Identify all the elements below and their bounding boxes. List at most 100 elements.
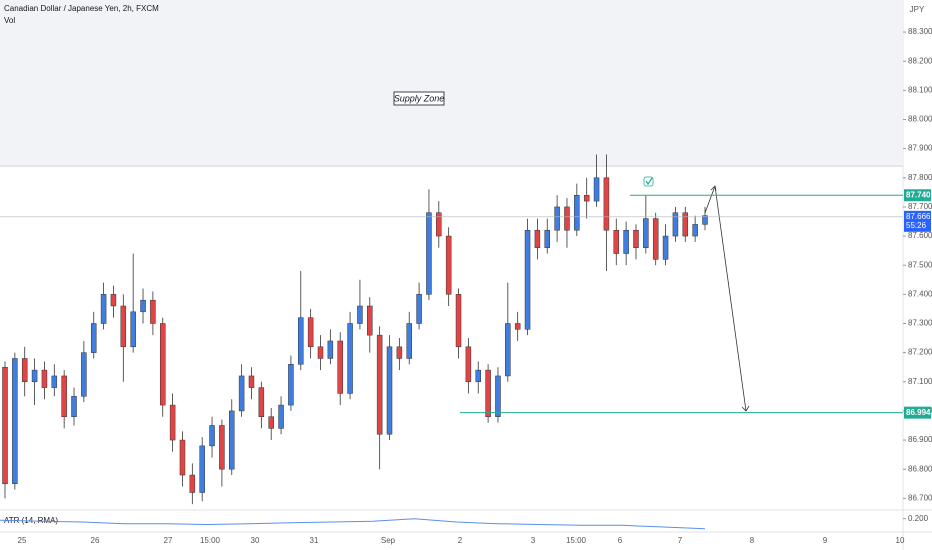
candle-body: [564, 206, 570, 231]
candle-body: [317, 346, 324, 359]
y-tick-label: 87.900: [908, 144, 932, 153]
level-label-box: [904, 406, 931, 419]
level-label: 87.740: [906, 190, 931, 199]
y-tick-label: 87.700: [908, 202, 932, 211]
candle-body: [544, 229, 551, 248]
candle-body: [51, 375, 58, 388]
candle-body: [159, 323, 166, 406]
supply-zone-label-box: [393, 91, 445, 106]
candle-body: [298, 317, 304, 365]
candle-body: [485, 369, 491, 417]
x-tick-label: 30: [251, 536, 260, 545]
y-tick-label: 87.200: [908, 348, 932, 357]
candle-body: [455, 294, 462, 348]
y-tick-label: 86.700: [908, 493, 932, 502]
candle-body: [465, 346, 472, 383]
x-tick-label: 8: [750, 536, 755, 545]
x-tick-label: 9: [823, 536, 828, 545]
candle-body: [574, 195, 580, 231]
x-tick-label: 26: [91, 536, 100, 545]
candles: [2, 154, 708, 505]
candle-body: [682, 212, 689, 237]
chart-title: Canadian Dollar / Japanese Yen, 2h, FXCM: [4, 4, 159, 13]
candle-body: [130, 311, 136, 348]
current-price-box: [904, 210, 931, 232]
candle-body: [436, 212, 442, 237]
candle-body: [2, 366, 8, 485]
candle-body: [12, 358, 18, 485]
x-tick-label: 25: [18, 536, 27, 545]
candle-body: [416, 294, 422, 324]
candle-body: [603, 177, 610, 231]
x-tick-label: 2: [458, 536, 463, 545]
x-tick-label: 7: [678, 536, 683, 545]
candle-body: [238, 375, 245, 412]
candle-body: [90, 323, 97, 353]
candle-body: [209, 425, 215, 447]
candle-body: [120, 305, 127, 348]
y-tick-label: 88.100: [908, 85, 932, 94]
candle-body: [71, 396, 77, 417]
volume-label: Vol: [4, 16, 15, 25]
y-tick-label: 86.800: [908, 464, 932, 473]
candle-body: [396, 346, 403, 359]
candle-body: [426, 212, 432, 295]
y-tick-label: 87.800: [908, 173, 932, 182]
candle-body: [554, 206, 560, 231]
candle-body: [406, 323, 412, 359]
candle-body: [100, 294, 107, 324]
x-tick-label: 3: [531, 536, 536, 545]
supply-zone-area: [0, 0, 903, 167]
y-tick-label: 87.100: [908, 377, 932, 386]
candle-body: [229, 410, 235, 470]
candle-body: [386, 346, 393, 435]
y-tick-label: 87.400: [908, 289, 932, 298]
candle-body: [150, 299, 156, 324]
x-tick-label: Sep: [381, 536, 396, 545]
check-mark: [645, 177, 653, 186]
candle-body: [288, 364, 294, 406]
level-label-box: [904, 189, 931, 202]
candle-body: [583, 195, 590, 202]
candle-body: [652, 218, 659, 260]
candle-body: [702, 215, 708, 225]
current-price-label: 87.666: [906, 212, 931, 221]
candle-body: [357, 305, 363, 324]
candle-body: [140, 299, 146, 313]
candle-body: [445, 235, 452, 295]
candle-body: [534, 229, 541, 248]
x-tick-label: 31: [310, 536, 319, 545]
candle-body: [110, 294, 117, 307]
y-tick-label: 87.300: [908, 319, 932, 328]
candle-body: [41, 369, 48, 388]
candle-body: [327, 340, 334, 359]
candle-body: [495, 375, 501, 417]
candle-body: [307, 317, 314, 348]
x-tick-label: 6: [618, 536, 623, 545]
y-tick-label: 87.600: [908, 231, 932, 240]
y-tick-label: 86.900: [908, 435, 932, 444]
candle-body: [268, 416, 274, 429]
candle-body: [219, 425, 225, 470]
candle-body: [199, 445, 205, 493]
x-tick-label: 15:00: [566, 536, 587, 545]
atr-line: [0, 518, 706, 530]
candle-body: [672, 212, 679, 237]
candle-body: [514, 323, 521, 330]
candle-body: [21, 358, 28, 383]
countdown-label: 55:26: [906, 221, 927, 230]
atr-tick-label: 0.200: [908, 514, 929, 523]
candle-body: [662, 235, 669, 260]
currency-label: JPY: [910, 5, 925, 14]
x-tick-label: 15:00: [200, 536, 221, 545]
candle-body: [623, 229, 629, 254]
y-tick-label: 88.300: [908, 27, 932, 36]
x-tick-label: 10: [896, 536, 905, 545]
candle-body: [189, 474, 196, 493]
candle-body: [367, 305, 373, 336]
candle-body: [633, 229, 639, 248]
candle-body: [643, 218, 649, 248]
x-tick-label: 27: [164, 536, 173, 545]
candle-body: [61, 375, 67, 417]
